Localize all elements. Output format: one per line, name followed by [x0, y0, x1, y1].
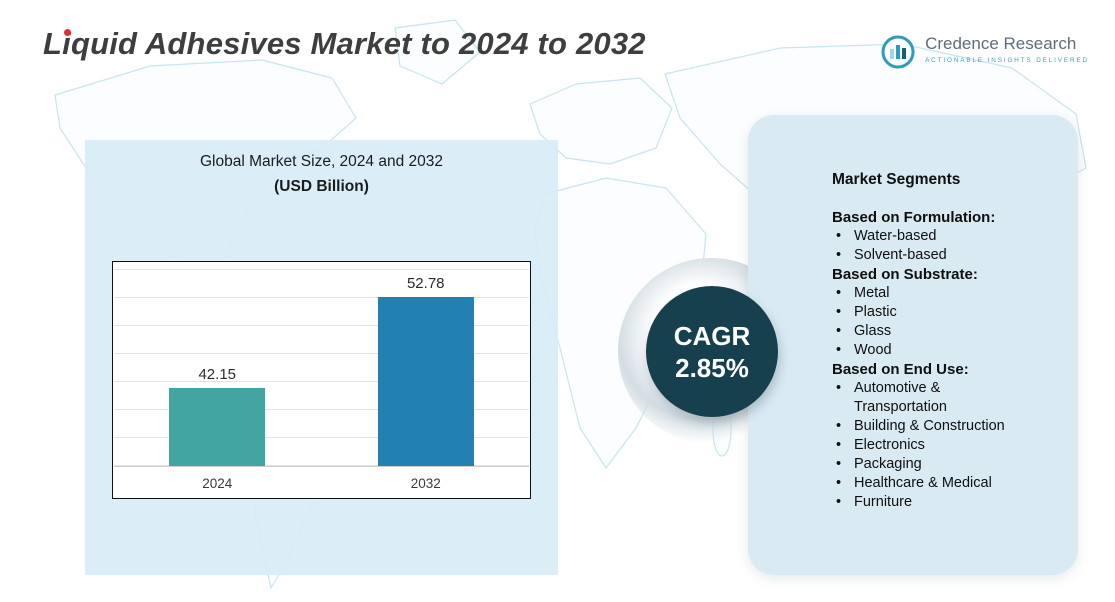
segment-item-label: Building & Construction	[854, 418, 1005, 434]
cagr-label: CAGR	[673, 320, 751, 351]
bar-column: 52.78 2032	[377, 270, 474, 491]
bullet-icon: •	[836, 247, 842, 263]
bar-chart: 42.15 2024 52.78 2032	[112, 261, 531, 499]
segments-heading: Market Segments	[832, 171, 961, 188]
logo-tagline: Actionable Insights Delivered	[925, 57, 1089, 64]
segment-item-label: Wood	[854, 342, 892, 358]
market-size-panel: Global Market Size, 2024 and 2032 (USD B…	[85, 140, 558, 575]
page-title: Liquid Adhesives Market to 2024 to 2032	[43, 26, 646, 61]
segment-item: • Water-based	[832, 227, 1054, 246]
segment-item: • Packaging	[832, 455, 1054, 474]
bar-value-label: 42.15	[198, 366, 237, 383]
segment-item: • Metal	[832, 284, 1054, 303]
bullet-icon: •	[836, 418, 842, 434]
bars: 42.15 2024 52.78 2032	[113, 270, 530, 491]
segment-item-label: Furniture	[854, 494, 913, 510]
bullet-icon: •	[836, 475, 842, 491]
bar-2032[interactable]	[377, 297, 474, 466]
title-accent-dot	[64, 29, 71, 36]
segment-group-title: Based on Formulation:	[832, 209, 996, 226]
segment-item: • Glass	[832, 322, 1054, 341]
bullet-icon: •	[836, 456, 842, 472]
bullet-icon: •	[836, 380, 842, 396]
bar-2024[interactable]	[169, 388, 266, 466]
segment-item-label: Plastic	[854, 304, 897, 320]
bullet-icon: •	[836, 323, 842, 339]
bar-value-label: 52.78	[406, 275, 445, 292]
segment-item-label: Solvent-based	[854, 247, 947, 263]
logo-chart-icon	[881, 35, 915, 69]
logo-name: Credence Research	[925, 34, 1077, 53]
segment-item: • Electronics	[832, 436, 1054, 455]
chart-title: Global Market Size, 2024 and 2032 (USD B…	[85, 140, 558, 199]
segment-item: • Healthcare & Medical	[832, 474, 1054, 493]
cagr-badge: CAGR 2.85%	[646, 286, 778, 417]
chart-title-line1: Global Market Size, 2024 and 2032	[200, 153, 443, 170]
segment-item-label: Water-based	[854, 228, 937, 244]
bullet-icon: •	[836, 304, 842, 320]
bullet-icon: •	[836, 437, 842, 453]
segment-item-label: Automotive & Transportation	[854, 380, 947, 415]
bullet-icon: •	[836, 494, 842, 510]
bullet-icon: •	[836, 228, 842, 244]
segment-item-label: Electronics	[854, 437, 925, 453]
segment-item-label: Glass	[854, 323, 892, 339]
cagr-value: 2.85%	[675, 352, 749, 383]
segment-item: • Automotive & Transportation	[832, 379, 1054, 417]
segment-item: • Wood	[832, 341, 1054, 360]
segment-item: • Solvent-based	[832, 246, 1054, 265]
segment-item: • Plastic	[832, 303, 1054, 322]
segment-group-title: Based on End Use:	[832, 361, 969, 378]
segment-item: • Building & Construction	[832, 417, 1054, 436]
credence-research-logo[interactable]: Credence Research Actionable Insights De…	[880, 34, 1089, 70]
chart-title-line2: (USD Billion)	[274, 178, 369, 195]
logo-text: Credence Research Actionable Insights De…	[925, 34, 1089, 64]
segment-item-label: Healthcare & Medical	[854, 475, 992, 491]
segment-group-title: Based on Substrate:	[832, 266, 978, 283]
segment-groups: Based on Formulation: • Water-based • Solven…	[832, 208, 1054, 512]
bar-category-label: 2032	[410, 476, 441, 491]
market-segments-panel: Market Segments Based on Formulation: • Wa…	[748, 115, 1078, 575]
segment-item-label: Packaging	[854, 456, 922, 472]
bullet-icon: •	[836, 342, 842, 358]
bar-column: 42.15 2024	[169, 270, 266, 491]
bullet-icon: •	[836, 285, 842, 301]
segment-item: • Furniture	[832, 493, 1054, 512]
bar-category-label: 2024	[202, 476, 233, 491]
segment-item-label: Metal	[854, 285, 890, 301]
